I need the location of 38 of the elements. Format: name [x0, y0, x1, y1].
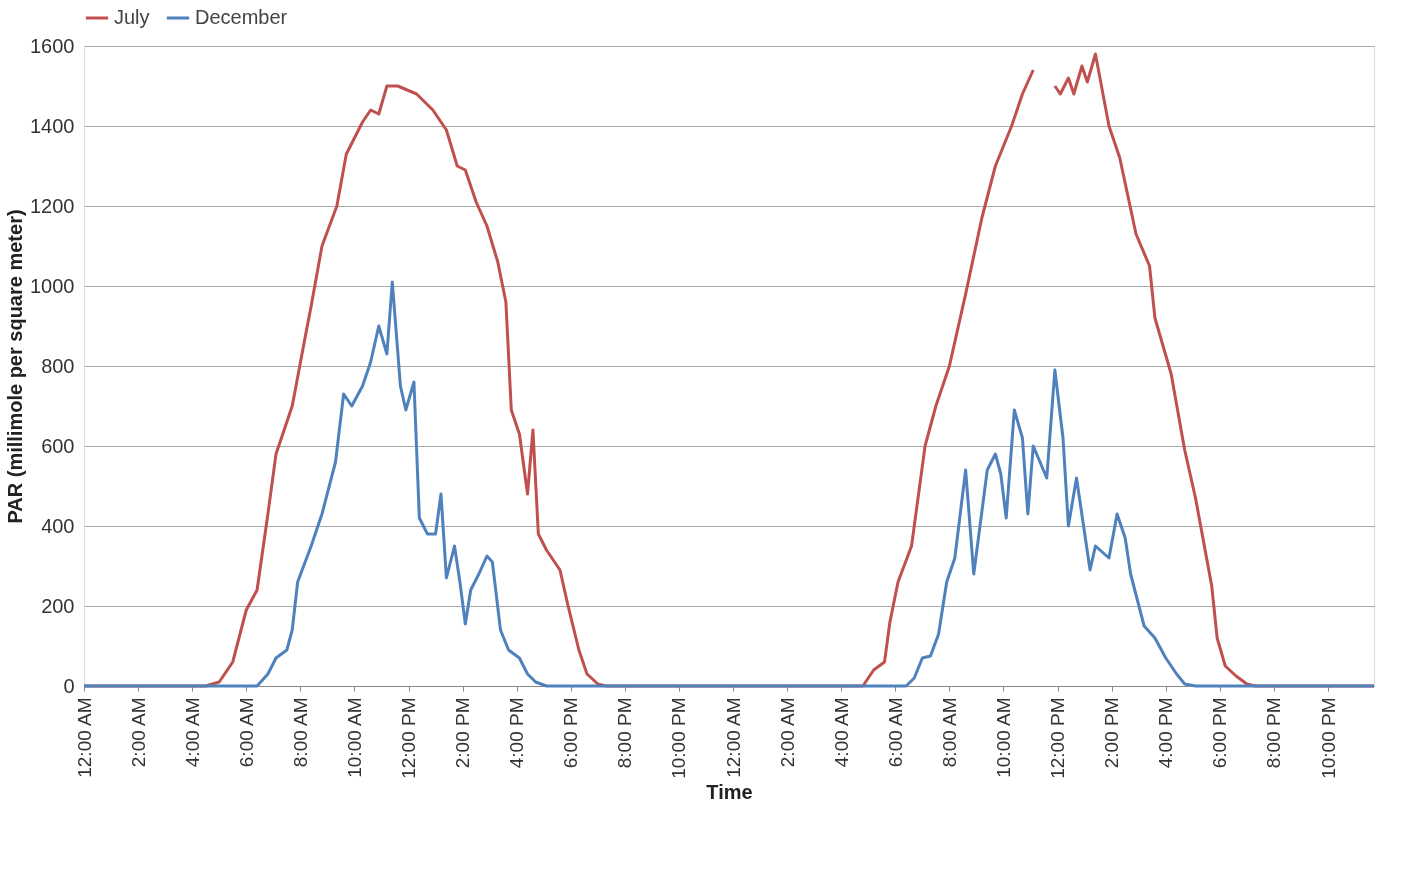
y-tick-label: 1200 [30, 194, 75, 217]
y-tick-label: 1400 [30, 114, 75, 137]
legend-label: July [114, 6, 150, 28]
x-tick-label: 2:00 PM [452, 697, 474, 769]
x-tick-label: 10:00 AM [993, 697, 1014, 778]
y-tick-label: 400 [41, 514, 75, 537]
x-axis-title: Time [706, 780, 753, 803]
x-tick-label: 6:00 PM [1209, 697, 1231, 769]
x-tick-label: 4:00 PM [506, 697, 528, 769]
x-tick-label: 10:00 PM [668, 697, 690, 779]
x-tick-label: 6:00 PM [560, 697, 582, 769]
line-series [82, 280, 1376, 688]
y-tick-label: 800 [41, 354, 75, 377]
y-tick-label: 200 [41, 594, 75, 617]
x-tick-label: 10:00 AM [343, 697, 365, 778]
x-tick-label: 12:00 PM [1047, 697, 1069, 779]
x-tick-label: 4:00 AM [830, 697, 852, 768]
x-tick-label: 8:00 AM [938, 697, 960, 768]
x-tick-label: 4:00 AM [181, 697, 203, 768]
y-tick-label: 1000 [30, 274, 75, 297]
x-tick-label: 8:00 AM [289, 697, 311, 768]
x-tick-label: 6:00 AM [884, 697, 906, 768]
x-tick-label: 4:00 PM [1155, 697, 1177, 769]
x-tick-label: 10:00 PM [1317, 697, 1339, 779]
y-tick-label: 600 [41, 434, 75, 457]
legend-label: December [195, 6, 288, 28]
y-tick-label: 1600 [30, 34, 75, 57]
x-tick-label: 2:00 PM [1101, 697, 1123, 769]
y-axis-title: PAR (millimole per square meter) [4, 209, 27, 524]
x-tick-label: 8:00 PM [1263, 697, 1285, 769]
x-tick-label: 6:00 AM [235, 697, 257, 768]
x-tick-label: 2:00 AM [127, 697, 149, 768]
x-tick-label: 12:00 PM [398, 697, 420, 779]
x-tick-label: 2:00 AM [776, 697, 798, 768]
y-tick-label: 0 [63, 674, 75, 697]
x-tick-label: 8:00 PM [614, 697, 636, 769]
x-tick-label: 12:00 AM [722, 697, 744, 778]
x-tick-label: 12:00 AM [73, 697, 95, 778]
